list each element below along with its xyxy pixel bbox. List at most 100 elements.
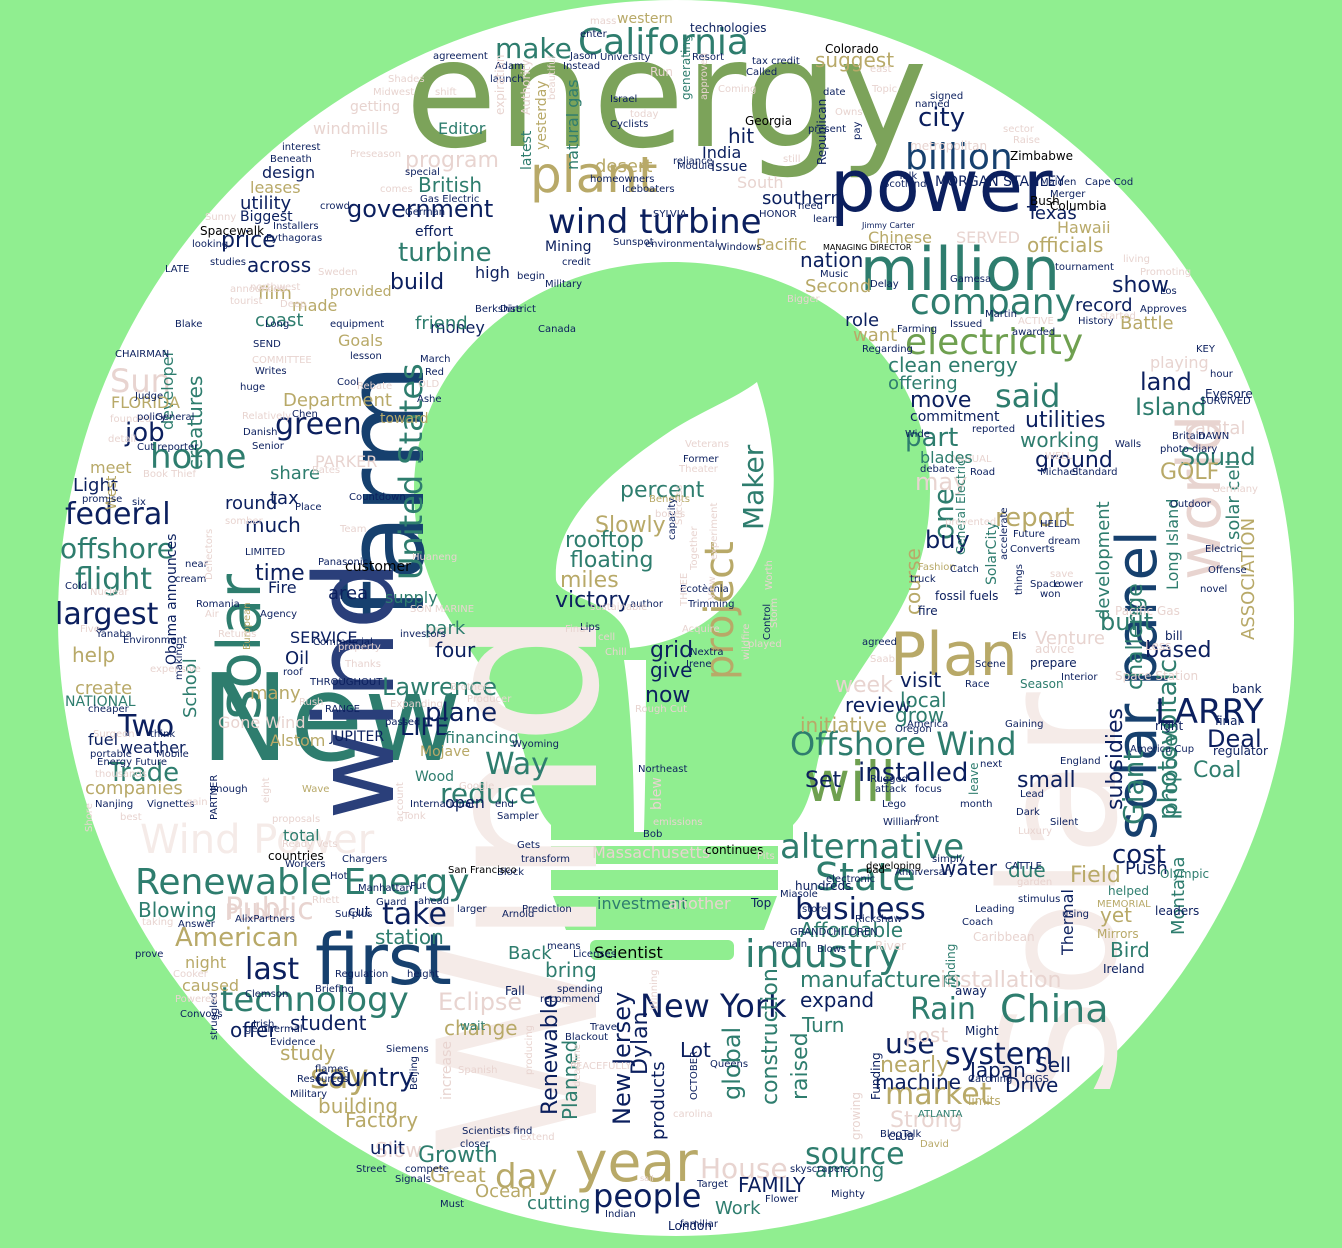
word-476: LATE — [165, 264, 190, 275]
word-301: limits — [968, 1094, 1001, 1108]
word-155: desert — [595, 156, 653, 177]
word-370: store — [802, 904, 828, 915]
word-47: American — [175, 923, 299, 953]
word-595: Cut reporter — [137, 442, 199, 453]
word-408: Catch — [950, 564, 979, 575]
word-271: Electric — [1205, 544, 1243, 555]
word-489: interest — [282, 142, 321, 153]
word-421: ANNUAL — [950, 454, 992, 465]
word-116: products — [648, 1061, 669, 1140]
word-153: British — [418, 173, 482, 197]
word-597: General — [155, 412, 195, 423]
word-32: green — [275, 407, 362, 442]
word-333: Briefing — [315, 984, 354, 995]
word-144: Bird — [1110, 938, 1150, 962]
word-567: Lips — [580, 622, 600, 633]
word-314: Indian — [605, 1209, 636, 1220]
word-516: east — [870, 64, 892, 75]
word-71: local — [900, 688, 947, 712]
word-201: tax — [270, 488, 299, 509]
word-217: help — [72, 643, 116, 667]
word-232: Wind Power — [140, 817, 375, 863]
word-330: Evidence — [270, 1037, 316, 1048]
word-570: Rough Cut — [635, 704, 688, 715]
word-560: experiment — [709, 502, 720, 560]
word-341: Blackout — [565, 1032, 609, 1043]
word-505: Israel — [610, 94, 638, 105]
word-117: Growth — [418, 1143, 498, 1168]
word-638: Convoys — [180, 1009, 223, 1020]
word-517: Topic — [872, 84, 898, 95]
word-38: Sun — [110, 362, 171, 400]
word-513: Resort — [692, 52, 725, 63]
word-208: area — [328, 583, 369, 604]
word-27: alternative — [780, 827, 965, 867]
word-260: commitment — [910, 409, 1000, 425]
word-346: enough — [210, 784, 248, 795]
word-311: Target — [697, 1179, 728, 1190]
word-600: founded — [110, 414, 152, 425]
word-484: Gas Electric — [420, 194, 480, 205]
word-666: Long — [265, 319, 290, 330]
word-193: friend — [415, 313, 468, 334]
word-166: Hawaii — [1057, 218, 1111, 237]
word-249: windmills — [313, 119, 389, 138]
word-651: Air — [205, 609, 219, 620]
word-29: State — [815, 855, 916, 899]
word-173: show — [1112, 273, 1169, 298]
word-86: Island — [1135, 393, 1207, 421]
word-196: coast — [255, 310, 304, 331]
word-229: companies — [85, 778, 183, 799]
word-563: Worth — [764, 560, 775, 590]
word-439: awarded — [1012, 327, 1056, 338]
word-472: COMMITTEE — [252, 355, 312, 366]
word-518: date — [823, 87, 846, 98]
word-17: wind turbine — [548, 202, 762, 242]
word-409: General Electric — [954, 459, 968, 555]
word-397: things — [1014, 564, 1025, 595]
word-398: Space — [1030, 579, 1061, 590]
word-658: six — [132, 497, 146, 508]
word-627: Nanjing — [95, 799, 134, 810]
word-13: year — [575, 1130, 698, 1194]
word-613: bad — [866, 865, 885, 876]
word-70: visit — [900, 668, 942, 692]
word-127: Eclipse — [438, 988, 523, 1016]
word-24: technology — [220, 980, 409, 1020]
word-121: Work — [715, 1198, 761, 1219]
word-606: Google — [459, 781, 495, 792]
word-470: Senior — [252, 441, 284, 452]
word-308: Funding — [869, 1052, 883, 1100]
word-186: made — [292, 296, 338, 315]
word-313: familiar — [680, 1219, 718, 1230]
word-541: HONOR — [759, 209, 797, 220]
word-255: MORGAN STANLEY — [935, 174, 1065, 190]
word-243: Colorado — [825, 42, 879, 56]
word-42: market — [885, 1077, 992, 1112]
word-562: Storm — [769, 597, 780, 628]
word-659: Mobile — [156, 749, 189, 760]
word-91: GOLF — [1160, 460, 1220, 485]
word-592: Rates — [312, 465, 341, 476]
word-164: Second — [805, 276, 872, 297]
word-73: initiative — [800, 713, 887, 737]
word-225: Wood — [415, 769, 455, 785]
word-657: promise — [82, 494, 123, 505]
word-465: OLD — [418, 379, 440, 390]
word-85: land — [1140, 368, 1192, 396]
word-187: across — [247, 253, 312, 277]
word-490: getting — [350, 99, 401, 115]
word-12: will — [805, 750, 896, 814]
word-519: Owns — [835, 107, 863, 118]
word-393: Interior — [1061, 672, 1098, 683]
word-387: Lego — [882, 799, 907, 810]
word-446: Regarding — [862, 344, 913, 355]
word-147: Massachusetts — [592, 843, 711, 862]
word-412: accelerate — [999, 507, 1010, 560]
word-175: clean energy — [888, 353, 1018, 377]
word-148: continues — [705, 843, 764, 857]
word-50: take — [382, 897, 447, 932]
word-375: stimulus — [1018, 894, 1061, 905]
word-392: Gaining — [1005, 719, 1044, 730]
word-352: Put — [410, 881, 427, 892]
